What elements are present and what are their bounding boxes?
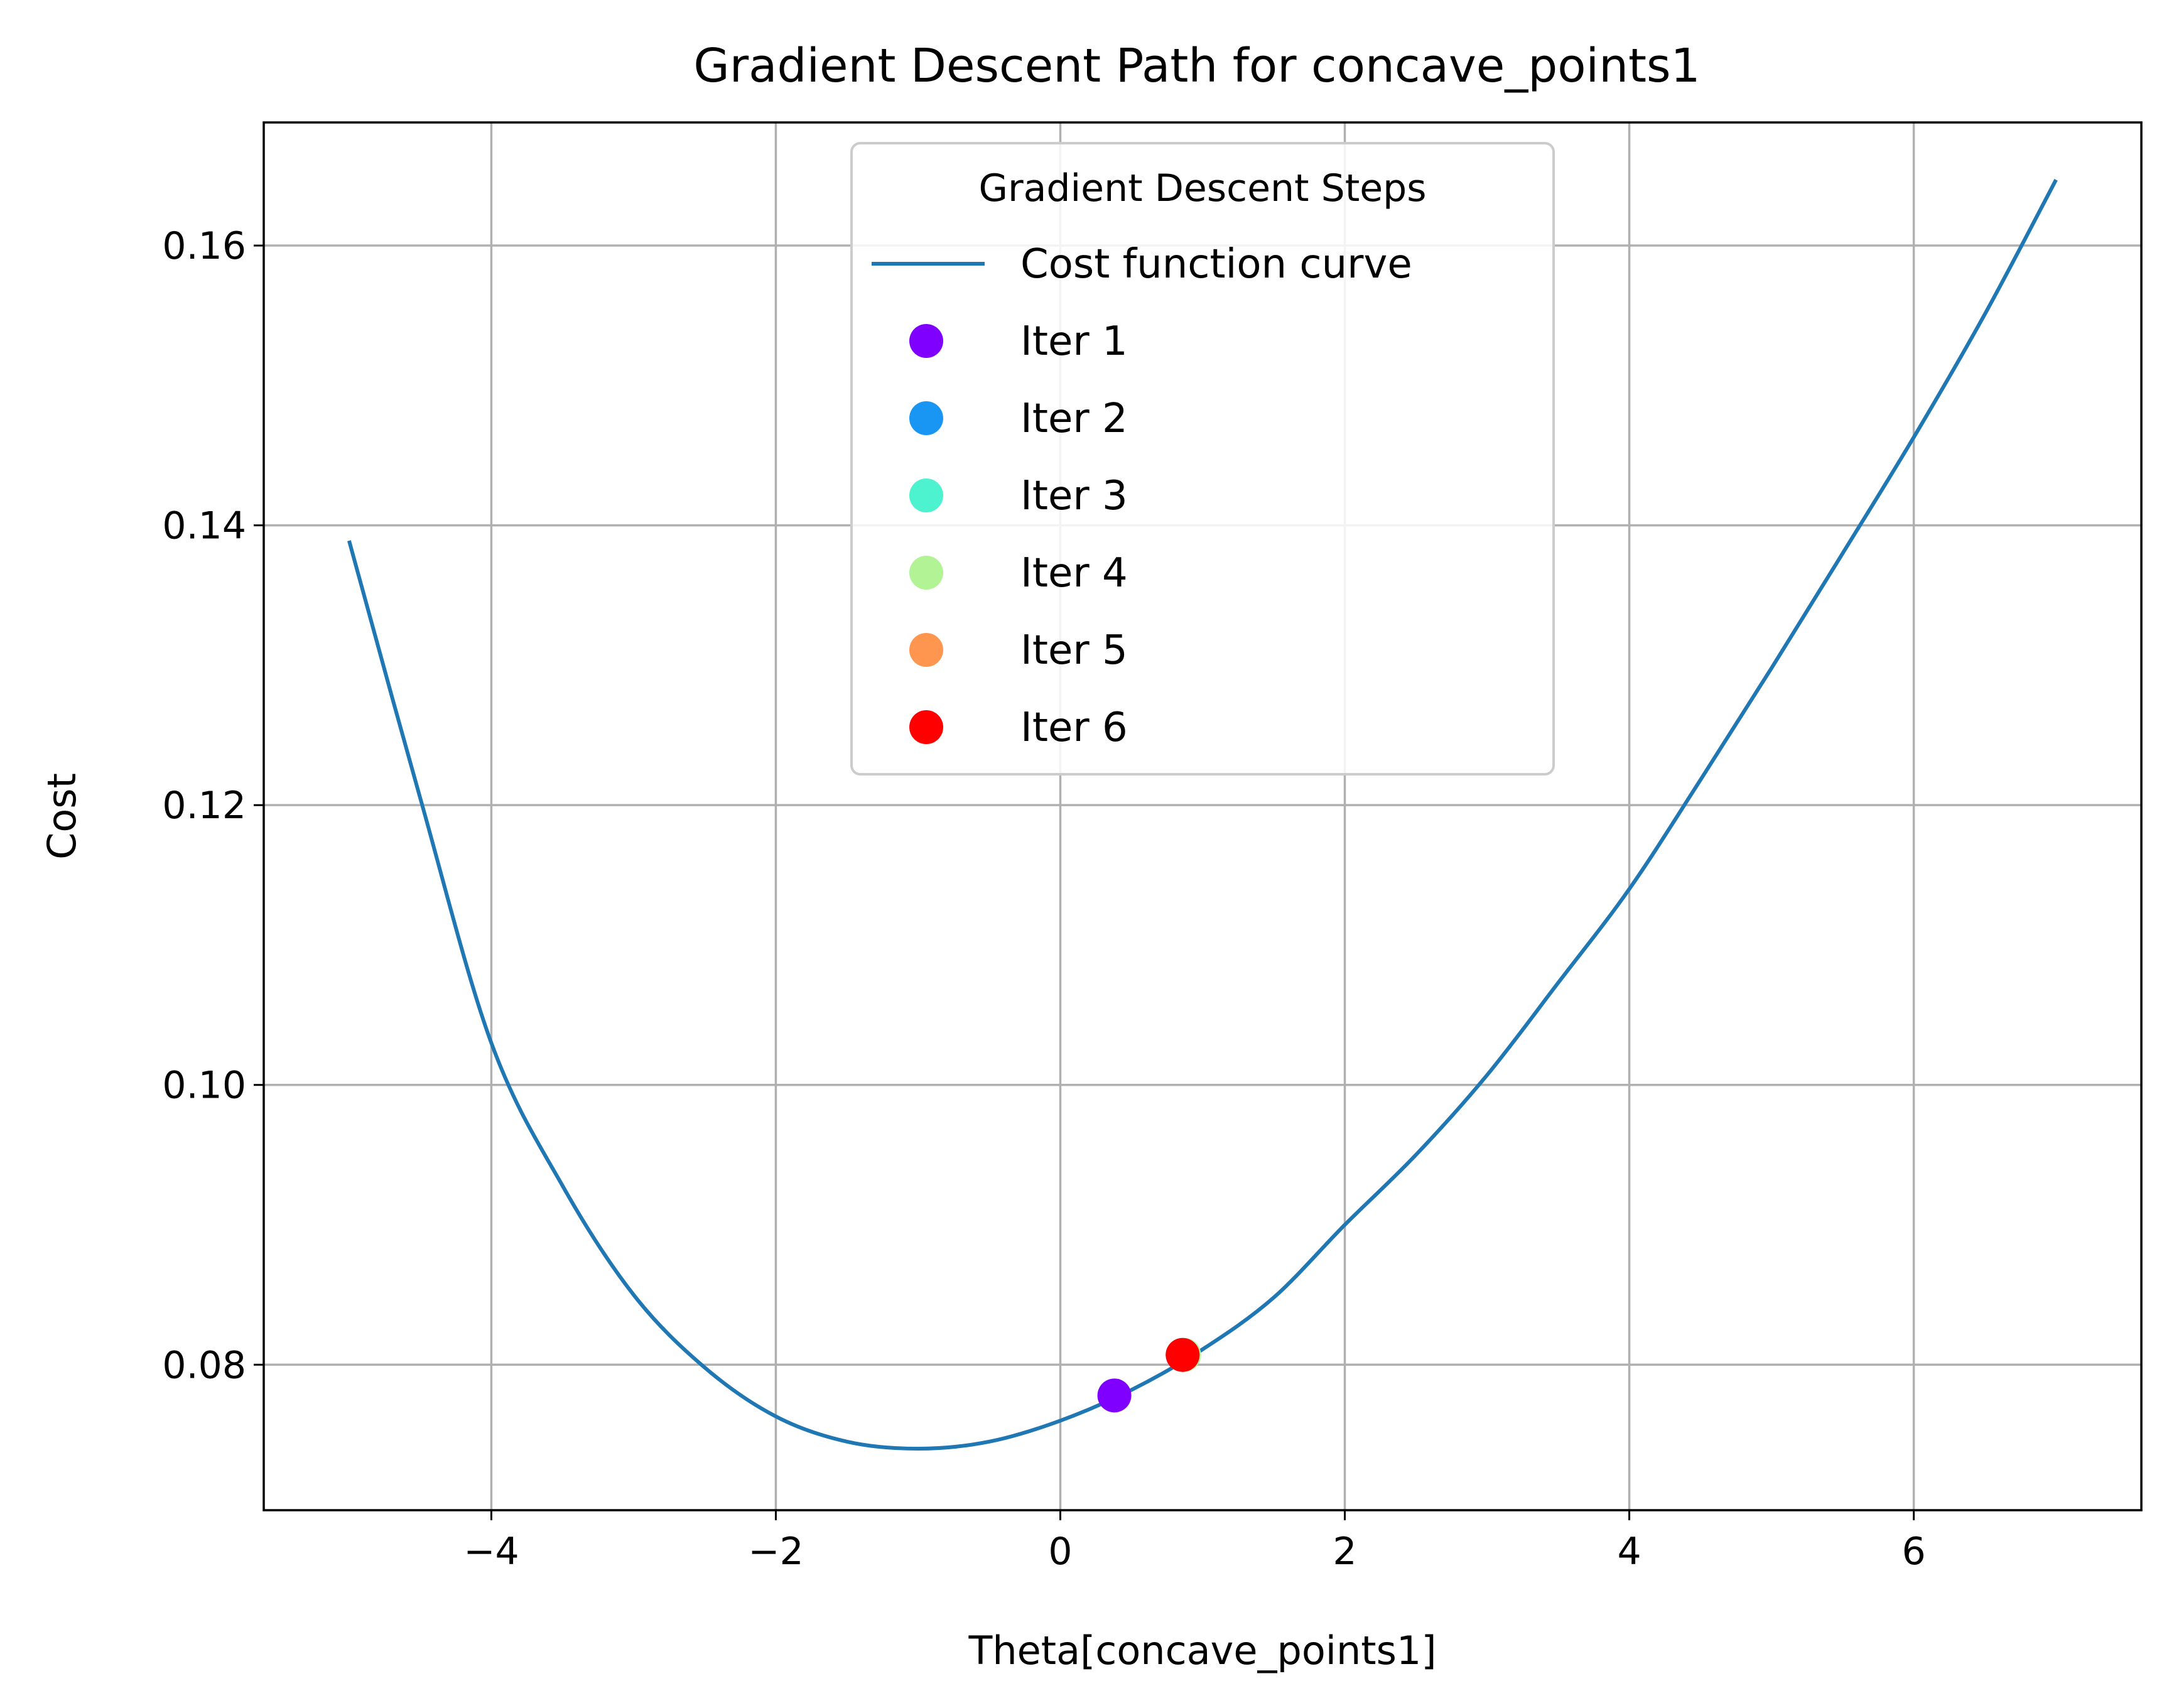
chart-title: Gradient Descent Path for concave_points… — [693, 39, 1700, 93]
y-tick-label: 0.14 — [162, 504, 246, 548]
legend-iter-marker — [909, 324, 943, 358]
legend-title: Gradient Descent Steps — [979, 166, 1427, 210]
legend-iteration-items: Iter 1 Iter 2 Iter 3 Iter 4 Iter 5 Iter 6 — [909, 318, 1128, 751]
plot-frame — [262, 121, 2143, 1511]
y-tick-label: 0.16 — [162, 224, 246, 268]
legend-iter-marker — [909, 401, 943, 435]
legend-box — [850, 142, 1555, 776]
legend-iter-label: Iter 4 — [1020, 550, 1128, 597]
legend-iter-label: Iter 3 — [1020, 473, 1128, 519]
legend-iter-marker — [909, 633, 943, 667]
x-tick-label: −2 — [748, 1530, 803, 1574]
y-tick-label: 0.12 — [162, 784, 246, 828]
x-tick-label: 4 — [1617, 1530, 1641, 1574]
legend-iter-label: Iter 1 — [1020, 318, 1128, 365]
x-tick-label: −4 — [463, 1530, 519, 1574]
legend-iter-label: Iter 6 — [1020, 705, 1128, 751]
curve-layer — [347, 178, 2058, 1451]
legend-iter-marker — [909, 556, 943, 590]
legend-iter-marker — [909, 478, 943, 512]
x-tick-label: 6 — [1901, 1530, 1925, 1574]
y-tick-label: 0.10 — [162, 1064, 246, 1108]
y-axis-label: Cost — [39, 773, 85, 860]
y-axis-ticks: 0.08 0.10 0.12 0.14 0.16 — [162, 224, 264, 1387]
x-axis-ticks: −4 −2 0 2 4 6 — [463, 1510, 1926, 1574]
x-tick-label: 0 — [1048, 1530, 1072, 1574]
y-tick-label: 0.08 — [162, 1343, 246, 1387]
legend-iter-marker — [909, 710, 943, 744]
legend: Gradient Descent Steps Cost function cur… — [850, 142, 1555, 776]
cost-function-curve — [347, 178, 2058, 1451]
x-axis-label: Theta[concave_points1] — [968, 1628, 1436, 1673]
legend-iter-label: Iter 2 — [1020, 396, 1128, 442]
iteration-point — [1097, 1378, 1132, 1413]
iteration-point — [1166, 1338, 1200, 1372]
iteration-points — [1097, 1338, 1201, 1413]
legend-curve-label: Cost function curve — [1020, 241, 1412, 288]
legend-iter-label: Iter 5 — [1020, 627, 1128, 674]
x-tick-label: 2 — [1333, 1530, 1356, 1574]
